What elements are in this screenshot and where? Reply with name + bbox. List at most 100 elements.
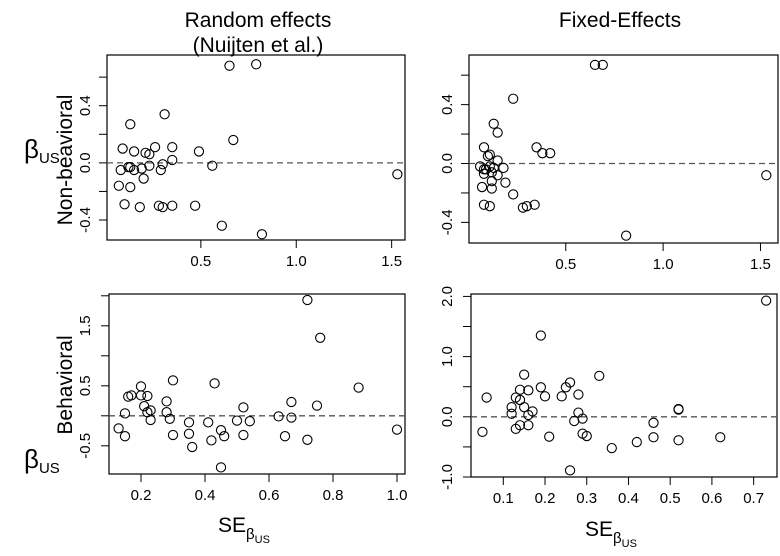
data-point (136, 163, 147, 174)
y-tick-label: 0.0 (439, 153, 456, 174)
data-point (486, 176, 497, 187)
data-point (564, 465, 576, 476)
data-point (478, 142, 490, 153)
data-point (486, 183, 497, 194)
data-point (523, 420, 534, 431)
x-tick-label: 0.6 (701, 490, 722, 507)
data-point (128, 164, 140, 176)
data-point (560, 382, 572, 393)
data-point (353, 382, 364, 393)
data-point (492, 127, 503, 138)
x-tick-label: 0.5 (555, 256, 576, 273)
data-point (157, 159, 168, 170)
data-point (620, 230, 632, 241)
data-point (215, 462, 227, 473)
data-point (569, 415, 580, 427)
data-point (206, 435, 217, 446)
data-point (519, 369, 530, 380)
data-point (125, 181, 136, 193)
plot-frame (470, 293, 778, 478)
data-point (155, 164, 166, 176)
data-point (167, 141, 178, 153)
data-point (302, 434, 313, 445)
data-point (484, 149, 495, 160)
data-point (238, 402, 249, 413)
data-point (589, 59, 601, 71)
y-tick-label: 0.0 (77, 152, 94, 173)
data-point (145, 414, 156, 426)
plot-frame (468, 54, 779, 244)
data-point (531, 142, 542, 153)
data-point (142, 390, 153, 402)
data-point (164, 413, 175, 424)
data-point (113, 423, 124, 434)
data-point (523, 409, 534, 421)
x-tick-label: 0.6 (259, 487, 280, 504)
data-point (761, 295, 772, 306)
data-point (477, 426, 488, 438)
beta-subscript: US (39, 150, 60, 167)
x-tick-label: 0.2 (131, 487, 152, 504)
data-point (648, 432, 659, 443)
data-point (392, 169, 403, 180)
data-point (228, 134, 239, 146)
panel-random-non-behavioral: 0.5 1.0 1.5 -0.4 0.0 0.4 (77, 54, 406, 270)
data-point (506, 402, 517, 413)
column-title-random-citation: (Nuijten et al.) (193, 34, 324, 57)
row-label-behavioral: Behavioral (54, 335, 77, 434)
data-point (216, 220, 228, 231)
data-point (556, 391, 567, 402)
data-point (135, 390, 147, 401)
data-point (498, 162, 509, 174)
data-point (519, 402, 530, 413)
beta-subscript: US (39, 460, 60, 477)
y-tick-label: -0.4 (77, 207, 94, 233)
panels: 0.5 1.0 1.5-0.40.00.40.5 1.0 1.5-0.40.00.40.… (77, 54, 779, 507)
data-point (715, 432, 726, 443)
x-label-sub: β (613, 530, 622, 547)
data-point (391, 424, 403, 435)
column-title-fixed: Fixed-Effects (559, 9, 681, 32)
data-point (523, 385, 534, 396)
data-point (482, 150, 494, 162)
data-point (506, 408, 517, 419)
data-point (113, 180, 124, 191)
data-point (286, 412, 297, 423)
data-point (544, 431, 555, 442)
data-point (187, 441, 198, 453)
plot-frame (108, 293, 406, 475)
data-point (537, 148, 548, 159)
x-tick-label: 0.5 (190, 253, 211, 270)
data-point (189, 200, 201, 211)
data-point (215, 425, 227, 436)
data-point (478, 199, 490, 210)
data-point (484, 201, 495, 212)
data-point (126, 390, 137, 401)
data-point (631, 436, 642, 448)
x-tick-label: 0.4 (195, 487, 216, 504)
data-point (302, 294, 313, 306)
data-point (167, 429, 179, 441)
data-point (761, 170, 772, 181)
x-tick-label: 0.4 (618, 490, 639, 507)
data-point (488, 118, 499, 129)
data-point (581, 430, 592, 442)
data-point (219, 431, 230, 442)
data-point (594, 370, 605, 382)
x-tick-label: 0.3 (576, 490, 597, 507)
data-point (159, 109, 170, 120)
data-point (508, 93, 519, 104)
data-point (606, 442, 617, 454)
data-point (119, 199, 130, 210)
x-label-sub: β (246, 526, 255, 543)
x-label-right: SEβUS (585, 518, 637, 550)
data-point (673, 404, 684, 415)
data-point (251, 59, 262, 70)
data-point (161, 407, 172, 418)
y-tick-label: 0.0 (439, 406, 456, 427)
data-point (119, 408, 131, 419)
data-point (149, 141, 161, 153)
data-point (535, 382, 546, 393)
y-symbol-bottom: βUS (24, 444, 60, 477)
data-point (117, 143, 128, 154)
